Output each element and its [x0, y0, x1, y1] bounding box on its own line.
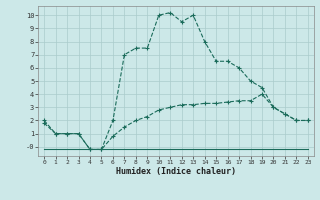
X-axis label: Humidex (Indice chaleur): Humidex (Indice chaleur) — [116, 167, 236, 176]
